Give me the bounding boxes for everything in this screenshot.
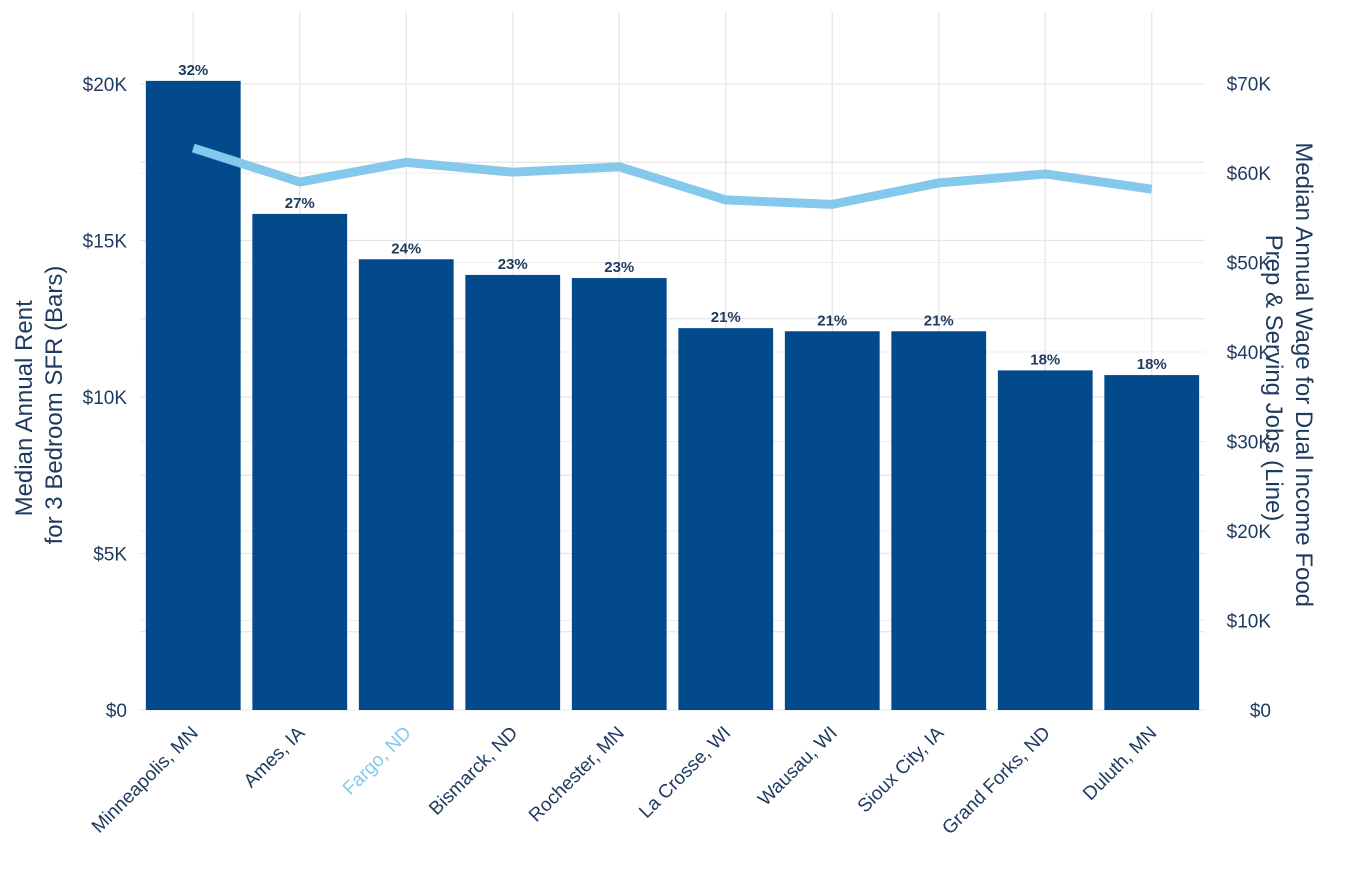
category-label: La Crosse, WI	[635, 723, 735, 823]
bar-data-label: 21%	[817, 312, 847, 329]
right-axis-tick-label: $50K	[1227, 254, 1272, 275]
category-label: Ames, IA	[240, 722, 310, 792]
left-axis-title: Median Annual Rent for 3 Bedroom SFR (Ba…	[11, 266, 68, 545]
category-label: Duluth, MN	[1079, 723, 1161, 805]
right-axis-tick-label: $0	[1250, 701, 1271, 722]
left-axis-tick-label: $5K	[93, 544, 127, 565]
line-series	[191, 143, 1153, 209]
bar-data-label: 32%	[178, 62, 208, 79]
bar	[678, 328, 774, 710]
right-axis-tick-label: $30K	[1227, 433, 1272, 454]
bar	[145, 80, 241, 711]
right-axis-tick-label: $20K	[1227, 522, 1272, 543]
category-label: Grand Forks, ND	[938, 723, 1054, 839]
bar-data-label: 21%	[711, 309, 741, 326]
bar	[891, 331, 987, 710]
bar	[997, 370, 1093, 710]
right-axis-ticks: $0 $10K $20K $30K $40K $50K $60K $70K	[1227, 75, 1272, 722]
bar-data-label: 23%	[604, 259, 634, 276]
category-label: Sioux City, IA	[854, 722, 949, 817]
bar-data-label: 18%	[1137, 356, 1167, 373]
right-axis-title: Median Annual Wage for Dual Income Food …	[1260, 142, 1317, 613]
category-label: Minneapolis, MN	[88, 723, 203, 838]
bar	[465, 274, 561, 710]
right-axis-tick-label: $70K	[1227, 75, 1272, 96]
right-axis-tick-label: $10K	[1227, 612, 1272, 633]
category-label: Wausau, WI	[754, 723, 842, 811]
left-axis-tick-label: $20K	[83, 75, 128, 96]
category-label: Fargo, ND	[339, 723, 416, 800]
bar-data-labels: 32% 27% 24% 23% 23% 21% 21% 21% 18% 18%	[178, 62, 1167, 373]
category-label: Rochester, MN	[525, 723, 629, 827]
bar	[571, 278, 667, 710]
left-axis-tick-label: $0	[106, 701, 127, 722]
bar-data-label: 27%	[285, 195, 315, 212]
category-label: Bismarck, ND	[425, 723, 522, 820]
bar-data-label: 21%	[924, 312, 954, 329]
bar-series	[145, 80, 1200, 711]
left-axis-tick-label: $10K	[83, 388, 128, 409]
right-axis-tick-label: $60K	[1227, 164, 1272, 185]
category-axis-labels: Minneapolis, MN Ames, IA Fargo, ND Bismarck…	[88, 722, 1161, 839]
bar-data-label: 18%	[1030, 351, 1060, 368]
right-axis-tick-label: $40K	[1227, 343, 1272, 364]
left-axis-tick-label: $15K	[83, 231, 128, 252]
bar	[784, 331, 880, 710]
wage-line	[191, 143, 1153, 209]
left-axis-ticks: $0 $5K $10K $15K $20K	[83, 75, 128, 722]
bar-data-label: 23%	[498, 256, 528, 273]
bar-data-label: 24%	[391, 240, 421, 257]
bar	[358, 259, 454, 710]
bar	[1104, 375, 1200, 710]
bar	[252, 213, 348, 711]
